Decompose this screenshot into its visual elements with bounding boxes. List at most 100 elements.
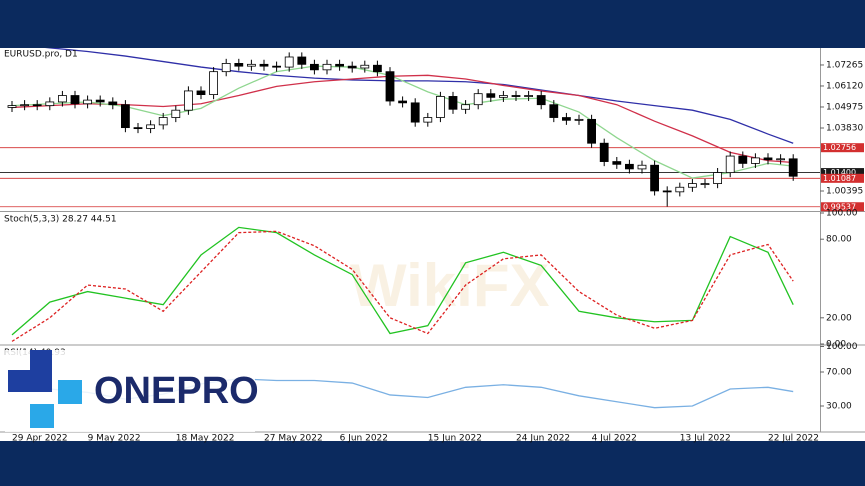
- candle-body: [347, 65, 357, 69]
- candle-body: [70, 95, 80, 105]
- candle-body: [738, 155, 748, 164]
- candle-body: [58, 95, 67, 103]
- panel: [11, 226, 794, 342]
- candle-body: [272, 65, 282, 68]
- candle-body: [7, 105, 17, 108]
- candle-body: [662, 190, 672, 193]
- plots: EURUSD.pro, D1 1.07265 1.06120 1.04975 1.038…: [0, 48, 864, 444]
- panel-title: Stoch(5,3,3) 28.27 44.51: [4, 215, 117, 225]
- price-level-label: 1.02756: [823, 143, 856, 152]
- candle-body: [423, 117, 433, 123]
- candle-body: [448, 96, 458, 110]
- line-series: [11, 74, 794, 164]
- y-tick-label: 1.04975: [826, 102, 863, 112]
- candle-body: [486, 93, 496, 98]
- candle-body: [599, 142, 609, 162]
- candle-body: [335, 63, 345, 67]
- candle-body: [700, 183, 710, 185]
- candle-body: [788, 158, 798, 177]
- y-tick-label: 1.07265: [826, 60, 863, 70]
- panel: [0, 48, 820, 208]
- candle-body: [246, 63, 256, 67]
- x-tick-label: 4 Jul 2022: [592, 434, 637, 444]
- candle-body: [183, 90, 193, 111]
- panel-title: EURUSD.pro, D1: [4, 50, 78, 60]
- candle-body: [32, 104, 42, 107]
- candle-body: [536, 95, 546, 106]
- x-tick-label: 29 Apr 2022: [12, 434, 68, 444]
- price-level-label: 0.99537: [823, 202, 856, 211]
- candle-body: [461, 104, 471, 110]
- candle-body: [612, 161, 622, 165]
- y-tick-label: 30.00: [826, 402, 852, 412]
- candle-body: [562, 117, 571, 121]
- candle-body: [587, 118, 596, 144]
- candle-body: [20, 104, 30, 107]
- candle-body: [625, 163, 634, 170]
- price-level-box: [821, 173, 864, 183]
- candle-body: [309, 63, 319, 71]
- candle-body: [511, 95, 521, 97]
- candle-body: [284, 56, 294, 68]
- line-series: [11, 65, 794, 179]
- y-tick-label: 80.00: [826, 235, 852, 245]
- x-tick-label: 18 May 2022: [176, 434, 235, 444]
- candle-body: [360, 64, 370, 69]
- x-tick-label: 9 May 2022: [88, 434, 141, 444]
- candle-body: [410, 102, 420, 123]
- logo: ONEPRO: [5, 350, 259, 432]
- y-tick-label: 0.00: [826, 340, 846, 350]
- x-tick-label: 15 Jun 2022: [428, 434, 482, 444]
- candle-body: [637, 164, 647, 170]
- y-tick-label: 100.00: [826, 209, 858, 219]
- candle-body: [133, 127, 143, 130]
- candle-body: [574, 118, 584, 121]
- candle-body: [297, 56, 307, 65]
- price-level-box: [821, 168, 864, 178]
- candle-body: [435, 96, 445, 118]
- y-tick-label: 70.00: [826, 368, 852, 378]
- candle-body: [108, 101, 118, 106]
- y-tick-label: 1.00395: [826, 187, 863, 197]
- line-series: [11, 226, 794, 336]
- candle-body: [776, 158, 785, 161]
- line-series: [11, 230, 794, 342]
- candle-body: [158, 117, 168, 126]
- candle-body: [259, 63, 269, 67]
- candle-body: [83, 99, 92, 105]
- x-tick-label: 22 Jul 2022: [768, 434, 819, 444]
- watermark: WikiFX: [350, 252, 549, 319]
- candle-body: [688, 183, 697, 188]
- candle-body: [473, 93, 483, 106]
- x-tick-label: 13 Jul 2022: [680, 434, 731, 444]
- line-series: [44, 48, 794, 144]
- y-tick-label: 1.03830: [826, 123, 863, 133]
- candle-body: [650, 164, 659, 192]
- candle-body: [385, 71, 395, 102]
- candle-body: [398, 100, 408, 104]
- y-tick-label: 100.00: [826, 342, 858, 352]
- candle-body: [171, 109, 181, 118]
- candle-body: [209, 71, 219, 96]
- candle-body: [234, 63, 244, 67]
- candle-body: [498, 95, 508, 98]
- candle-body: [322, 63, 332, 71]
- candle-body: [121, 104, 130, 129]
- candle-body: [725, 155, 735, 173]
- candle-body: [196, 90, 206, 96]
- candle-body: [524, 95, 533, 97]
- logo-mark: [58, 380, 82, 404]
- price-level-box: [821, 202, 864, 212]
- candle-body: [675, 186, 685, 193]
- candle-body: [549, 104, 559, 118]
- y-tick-label: 1.06120: [826, 81, 863, 91]
- logo-text: ONEPRO: [94, 370, 259, 412]
- candle-body: [146, 124, 156, 129]
- price-level-label: 1.01087: [823, 174, 856, 183]
- price-level-box: [821, 143, 864, 153]
- logo-mark: [30, 404, 54, 428]
- price-level-label: 1.01400: [823, 168, 856, 177]
- x-tick-label: 6 Jun 2022: [340, 434, 388, 444]
- x-tick-label: 24 Jun 2022: [516, 434, 570, 444]
